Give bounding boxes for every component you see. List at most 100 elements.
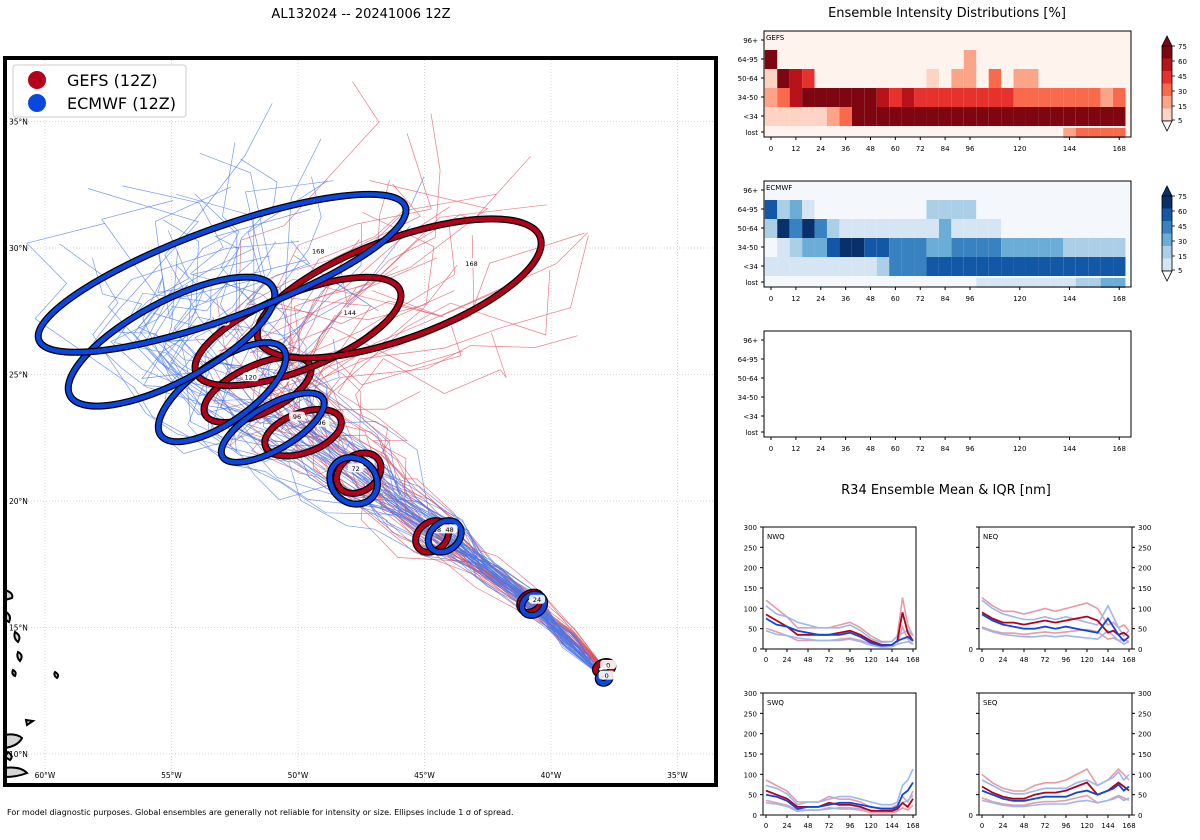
intensity-cell <box>802 88 815 107</box>
lon-label: 40°W <box>541 771 562 780</box>
r34-y-label: 200 <box>744 565 757 573</box>
r34-x-label: 72 <box>825 822 834 830</box>
intensity-cell <box>1013 257 1026 276</box>
ecmwf-hour-label: 168 <box>310 245 327 255</box>
intensity-cell <box>802 107 815 126</box>
intensity-cell <box>963 257 977 276</box>
r34-iqr-line <box>981 627 1130 646</box>
intensity-x-label: 144 <box>1063 445 1077 453</box>
intensity-cell <box>1075 238 1089 257</box>
colorbar-segment <box>1162 258 1172 272</box>
intensity-cell <box>1113 238 1126 257</box>
intensity-panel-label: GEFS <box>766 34 785 42</box>
colorbar-segment <box>1162 196 1172 209</box>
r34-y-label: 250 <box>1138 544 1151 552</box>
colorbar-tick-label: 45 <box>1178 73 1187 81</box>
intensity-cell <box>988 257 1002 276</box>
intensity-cell <box>789 200 803 219</box>
r34-y-label: 100 <box>744 771 757 779</box>
intensity-row-label: 34-50 <box>738 394 758 402</box>
member-track <box>224 223 605 679</box>
intensity-cell <box>1001 88 1014 107</box>
intensity-cell <box>1113 88 1126 107</box>
intensity-cell <box>814 88 827 107</box>
r34-y-label: 100 <box>1138 771 1151 779</box>
r34-panel-nwq: NWQ 300 250 200 150 100 50 00 24 48 72 96 120 144 168 <box>744 524 920 664</box>
ecmwf-hour-label: 48 <box>441 524 458 534</box>
intensity-cell <box>839 238 852 257</box>
intensity-cell <box>826 257 840 276</box>
intensity-cell <box>864 88 877 107</box>
ecmwf-hour-text: 0 <box>605 672 609 680</box>
intensity-cell <box>1038 257 1051 276</box>
r34-x-label: 120 <box>864 822 877 830</box>
r34-y-label: 150 <box>1138 751 1151 759</box>
intensity-panel-0: GEFS 96+ 64-95 50-64 34-50 <34 lost 0 12 24 36 48 60… <box>738 30 1187 153</box>
intensity-cell <box>851 219 865 238</box>
r34-iqr-line <box>765 597 914 643</box>
colorbar-tick-label: 5 <box>1178 117 1182 125</box>
hour-label-box <box>598 670 615 680</box>
intensity-row-label: 96+ <box>743 187 758 195</box>
r34-panel-bg <box>979 693 1132 815</box>
ecmwf-hour-text: 120 <box>245 374 257 382</box>
r34-mean-line-gefs <box>765 789 914 812</box>
r34-panel-label: NWQ <box>767 533 785 541</box>
r34-y-label: 0 <box>753 812 757 820</box>
intensity-cell <box>814 257 827 276</box>
intensity-row-label: 34-50 <box>738 94 758 102</box>
intensity-cell <box>1063 257 1076 276</box>
intensity-cell <box>1113 278 1126 288</box>
ecmwf-hour-label: 24 <box>528 594 545 604</box>
colorbar-tick-label: 30 <box>1178 88 1187 96</box>
hour-label-box <box>242 372 259 382</box>
intensity-cell <box>951 200 964 219</box>
intensity-cell <box>1038 278 1051 288</box>
figure-title: AL132024 -- 20241006 12Z <box>271 7 450 22</box>
intensity-row-label: lost <box>745 429 758 437</box>
lon-label: 35°W <box>667 771 688 780</box>
r34-panel-label: SWQ <box>767 699 784 707</box>
ecmwf-ellipse-fill <box>327 455 380 507</box>
intensity-cell <box>1075 128 1089 138</box>
r34-iqr-line <box>765 768 914 806</box>
intensity-x-label: 36 <box>841 145 850 153</box>
ecmwf-ellipse <box>424 517 465 556</box>
intensity-row-label: lost <box>745 279 758 287</box>
intensity-cell <box>777 238 790 257</box>
intensity-x-label: 96 <box>966 145 975 153</box>
intensity-cell <box>1063 88 1076 107</box>
hour-label-box <box>441 524 458 534</box>
intensity-x-label: 48 <box>866 145 875 153</box>
intensity-cell <box>802 219 815 238</box>
intensity-panel-frame <box>763 330 1132 438</box>
r34-x-label: 168 <box>1122 822 1135 830</box>
intensity-cell <box>1050 107 1064 126</box>
r34-y-label: 200 <box>1138 731 1151 739</box>
r34-iqr-line <box>981 767 1130 792</box>
intensity-cell <box>988 238 1002 257</box>
intensity-cell <box>1050 88 1064 107</box>
ecmwf-hour-label: 72 <box>347 463 364 473</box>
intensity-row-label: <34 <box>743 263 758 271</box>
member-track <box>144 186 605 679</box>
intensity-cell <box>876 238 890 257</box>
intensity-cell <box>851 107 865 126</box>
intensity-cell <box>777 219 790 238</box>
intensity-cell <box>938 88 952 107</box>
map-frame <box>3 56 718 787</box>
intensity-cell <box>826 88 840 107</box>
r34-x-label: 72 <box>1041 656 1050 664</box>
intensity-cell <box>1063 107 1076 126</box>
colorbar-segment <box>1162 58 1172 72</box>
intensity-x-label: 120 <box>1013 445 1026 453</box>
intensity-x-label: 0 <box>769 145 773 153</box>
intensity-cell <box>1088 238 1101 257</box>
r34-mean-line-gefs <box>981 781 1130 800</box>
intensity-x-label: 72 <box>916 445 925 453</box>
r34-mean-line-ecmwf <box>765 782 914 810</box>
hour-label-box <box>600 659 617 669</box>
hour-label-box <box>347 463 364 473</box>
colorbar-bottom-arrow <box>1161 120 1173 132</box>
colorbar-segment <box>1162 246 1172 259</box>
